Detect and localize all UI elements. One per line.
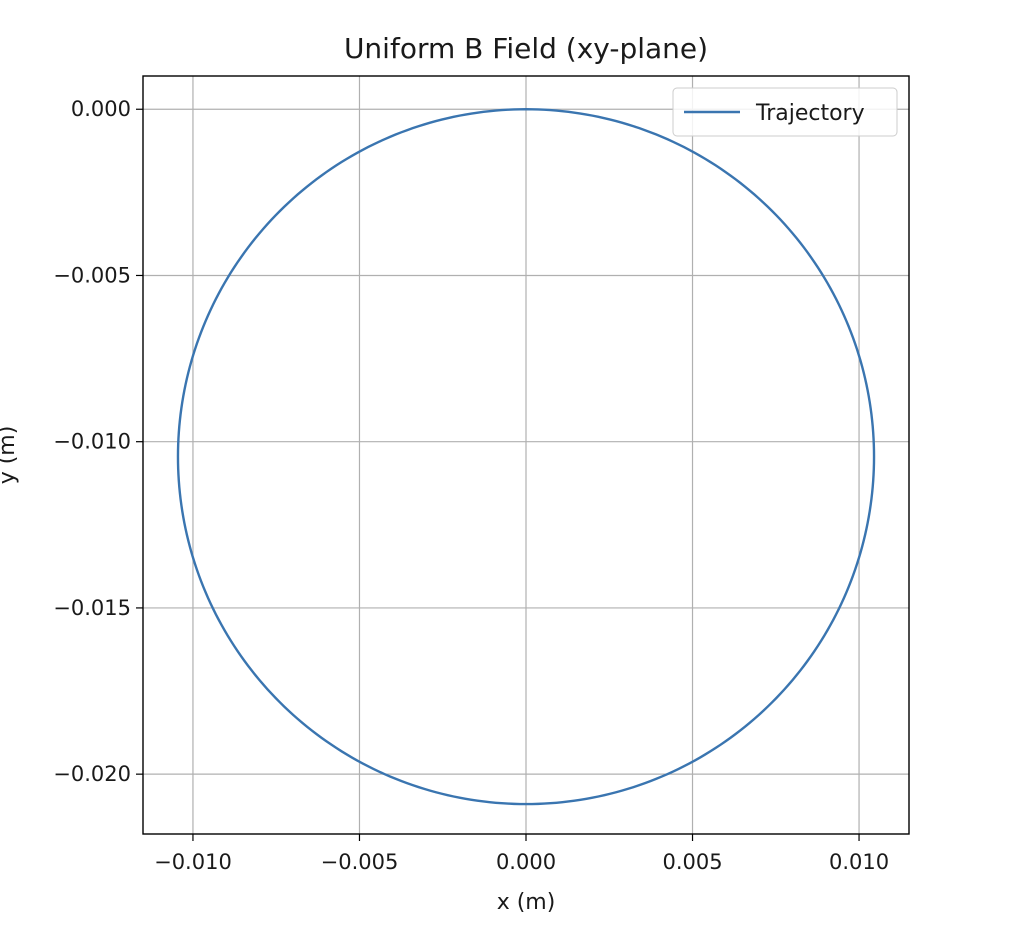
x-tick-label: 0.000 [496,850,556,874]
x-tick-label: −0.010 [154,850,232,874]
y-ticks: 0.000 −0.005 −0.010 −0.015 −0.020 [53,97,143,786]
chart-title: Uniform B Field (xy-plane) [344,32,708,65]
legend-label-trajectory: Trajectory [755,101,865,126]
x-tick-label: −0.005 [321,850,399,874]
y-axis-label: y (m) [0,426,20,485]
y-tick-label: −0.015 [53,596,131,620]
legend: Trajectory [672,87,898,137]
series-line-trajectory [176,108,876,806]
y-tick-label: −0.010 [53,430,131,454]
x-tick-label: 0.005 [662,850,722,874]
y-tick-label: −0.020 [53,762,131,786]
legend-box [672,87,898,137]
series-layer [176,108,876,806]
x-axis-label: x (m) [497,890,556,915]
y-tick-label: 0.000 [71,97,131,121]
grid [143,76,909,834]
x-ticks: −0.010 −0.005 0.000 0.005 0.010 [154,834,889,874]
x-tick-label: 0.010 [829,850,889,874]
y-tick-label: −0.005 [53,263,131,287]
